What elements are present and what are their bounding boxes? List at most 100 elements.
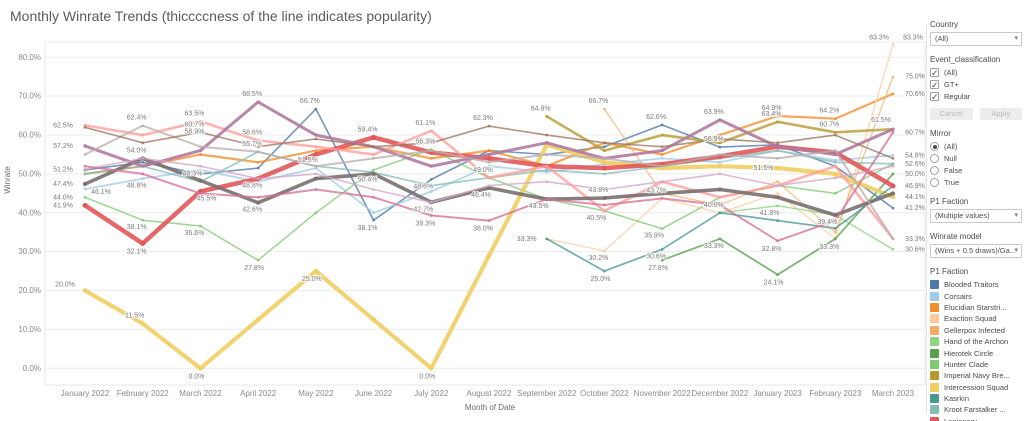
- legend-item[interactable]: Elucidian Starstri...: [930, 302, 1022, 313]
- data-point[interactable]: [602, 196, 607, 201]
- data-point[interactable]: [429, 200, 433, 204]
- data-point[interactable]: [429, 177, 433, 181]
- data-point[interactable]: [776, 180, 779, 184]
- data-point[interactable]: [891, 162, 895, 166]
- data-point[interactable]: [603, 203, 606, 207]
- cancel-button[interactable]: Cancel: [930, 108, 973, 120]
- data-point[interactable]: [372, 168, 375, 172]
- data-point[interactable]: [487, 164, 491, 168]
- data-point[interactable]: [776, 156, 779, 160]
- data-point[interactable]: [83, 125, 87, 129]
- data-point[interactable]: [372, 218, 375, 222]
- legend-item[interactable]: Corsairs: [930, 290, 1022, 301]
- data-point[interactable]: [256, 145, 260, 149]
- data-point[interactable]: [199, 191, 202, 195]
- data-point[interactable]: [660, 133, 664, 137]
- checkbox-option[interactable]: ✓ (All): [930, 67, 1022, 78]
- data-point[interactable]: [83, 182, 87, 187]
- data-point[interactable]: [314, 166, 318, 170]
- data-point[interactable]: [603, 172, 606, 176]
- data-point[interactable]: [83, 195, 87, 199]
- data-point[interactable]: [891, 172, 895, 176]
- data-point[interactable]: [776, 273, 779, 277]
- data-point[interactable]: [371, 317, 376, 323]
- data-point[interactable]: [314, 172, 318, 176]
- data-point[interactable]: [603, 141, 606, 145]
- data-point[interactable]: [83, 144, 87, 148]
- data-point[interactable]: [891, 247, 895, 251]
- data-point[interactable]: [429, 164, 433, 168]
- data-point[interactable]: [314, 149, 318, 153]
- data-point[interactable]: [891, 43, 895, 46]
- data-point[interactable]: [775, 145, 780, 149]
- data-point[interactable]: [314, 107, 318, 111]
- data-point[interactable]: [314, 145, 318, 149]
- data-point[interactable]: [833, 230, 837, 234]
- apply-button[interactable]: Apply: [979, 108, 1022, 120]
- data-point[interactable]: [429, 190, 433, 193]
- data-point[interactable]: [891, 156, 895, 160]
- data-point[interactable]: [660, 247, 664, 251]
- checkbox-checked-icon[interactable]: ✓: [930, 92, 939, 102]
- radio-unselected-icon[interactable]: [930, 178, 939, 187]
- data-point[interactable]: [199, 153, 202, 156]
- data-point[interactable]: [313, 152, 319, 157]
- data-point[interactable]: [718, 153, 722, 156]
- legend-item[interactable]: Hand of the Archon: [930, 336, 1022, 347]
- data-point[interactable]: [545, 114, 549, 118]
- data-point[interactable]: [545, 170, 549, 174]
- data-point[interactable]: [428, 365, 434, 371]
- data-point[interactable]: [776, 191, 779, 195]
- data-point[interactable]: [256, 195, 260, 199]
- data-point[interactable]: [833, 219, 837, 222]
- data-point[interactable]: [429, 141, 433, 145]
- data-point[interactable]: [141, 164, 145, 168]
- data-point[interactable]: [601, 165, 607, 171]
- data-point[interactable]: [833, 130, 837, 134]
- data-point[interactable]: [891, 237, 895, 241]
- data-point[interactable]: [718, 172, 722, 176]
- data-point[interactable]: [313, 176, 318, 181]
- data-point[interactable]: [833, 237, 837, 241]
- data-point[interactable]: [603, 269, 606, 273]
- data-point[interactable]: [256, 258, 260, 262]
- data-point[interactable]: [141, 133, 145, 137]
- checkbox-checked-icon[interactable]: ✓: [930, 68, 939, 78]
- data-point[interactable]: [487, 160, 491, 164]
- data-point[interactable]: [603, 156, 606, 160]
- data-point[interactable]: [83, 153, 87, 156]
- checkbox-option[interactable]: ✓ GT+: [930, 79, 1022, 90]
- data-point[interactable]: [83, 172, 87, 176]
- data-point[interactable]: [717, 187, 722, 192]
- data-point[interactable]: [487, 149, 491, 153]
- data-point[interactable]: [487, 184, 491, 187]
- data-point[interactable]: [776, 184, 779, 187]
- data-point[interactable]: [718, 160, 722, 164]
- data-point[interactable]: [545, 141, 549, 145]
- legend-item[interactable]: Imperial Navy Bre...: [930, 370, 1022, 381]
- data-point[interactable]: [199, 130, 202, 134]
- data-point[interactable]: [545, 180, 549, 184]
- data-point[interactable]: [545, 168, 549, 172]
- legend-item[interactable]: Kroot Farstalker ...: [930, 404, 1022, 415]
- data-point[interactable]: [660, 145, 664, 149]
- data-point[interactable]: [198, 365, 203, 371]
- data-point[interactable]: [660, 123, 664, 127]
- data-point[interactable]: [141, 156, 145, 160]
- data-point[interactable]: [776, 141, 779, 145]
- data-point[interactable]: [372, 211, 375, 215]
- data-point[interactable]: [429, 149, 433, 153]
- data-point[interactable]: [314, 133, 318, 137]
- data-point[interactable]: [776, 149, 779, 153]
- data-point[interactable]: [141, 177, 145, 180]
- data-point[interactable]: [545, 164, 549, 168]
- data-point[interactable]: [372, 145, 375, 149]
- data-point[interactable]: [545, 153, 549, 156]
- data-point[interactable]: [429, 214, 433, 217]
- data-point[interactable]: [602, 159, 607, 165]
- data-point[interactable]: [833, 152, 837, 157]
- p1-faction-dropdown[interactable]: (Multiple values) ▾: [930, 209, 1022, 223]
- data-point[interactable]: [832, 171, 838, 177]
- data-point[interactable]: [545, 237, 549, 241]
- data-point[interactable]: [314, 211, 318, 215]
